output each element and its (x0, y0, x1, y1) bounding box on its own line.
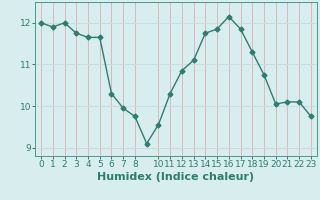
X-axis label: Humidex (Indice chaleur): Humidex (Indice chaleur) (97, 172, 255, 182)
